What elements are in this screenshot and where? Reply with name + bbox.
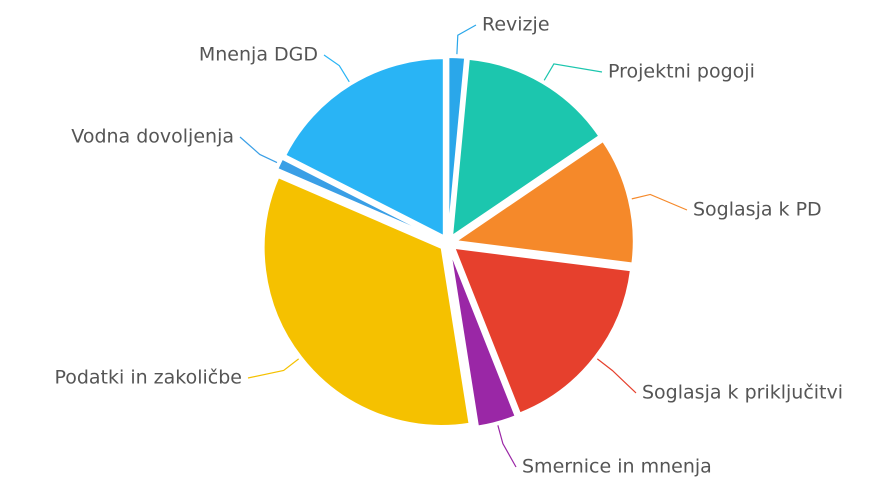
leader-line — [239, 136, 278, 164]
pie-slice — [447, 56, 467, 236]
slice-label: Mnenja DGD — [199, 44, 318, 66]
pie-slice — [283, 57, 445, 238]
pie-slice — [276, 157, 442, 241]
slice-label: Projektni pogoji — [608, 61, 755, 83]
leader-line — [497, 425, 517, 468]
leader-line — [543, 63, 603, 81]
pie-slice — [262, 175, 471, 427]
leader-line — [323, 54, 350, 83]
slice-label: Vodna dovoljenja — [71, 126, 234, 148]
leader-line — [631, 193, 688, 211]
leader-line — [247, 358, 300, 379]
leader-line — [596, 358, 637, 394]
pie-slice — [453, 139, 635, 265]
slice-label: Podatki in zakoličbe — [54, 367, 242, 389]
slice-label: Soglasja k PD — [693, 199, 822, 221]
slice-label: Smernice in mnenja — [522, 456, 712, 477]
pie-slice — [452, 246, 633, 415]
pie-slice — [450, 57, 601, 239]
slice-label: Revizje — [482, 14, 550, 36]
slice-label: Soglasja k priključitvi — [642, 382, 843, 404]
leader-line — [456, 24, 477, 55]
pie-slice — [449, 250, 517, 428]
